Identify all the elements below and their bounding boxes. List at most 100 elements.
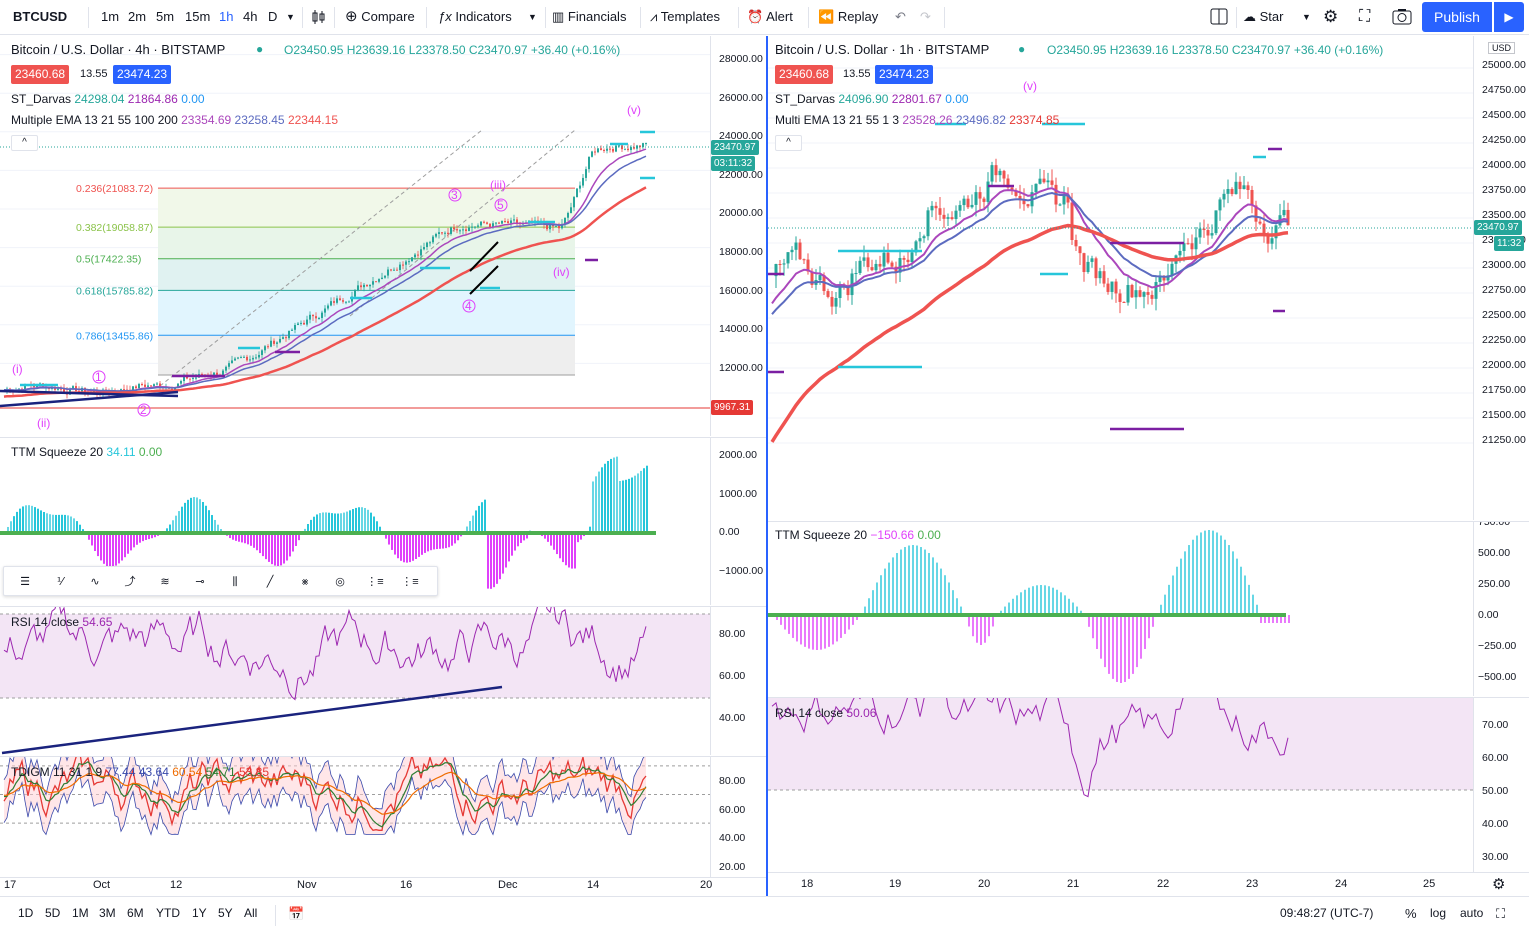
left-price-axis[interactable]: 28000.00 26000.00 24000.00 22000.00 20000.00… bbox=[710, 36, 766, 436]
candle-body bbox=[558, 225, 560, 229]
right-rsi-axis[interactable]: 70.00 60.00 50.00 40.00 30.00 bbox=[1473, 697, 1529, 872]
left-squeeze-pane[interactable]: TTM Squeeze 20 34.11 0.00 ☰ ⅟ ∿ ⤴ ≋ ⊸ ⫼ ╱ ⨳ ◎ ⋮≡ ⋮≡ bbox=[0, 437, 710, 605]
right-time-axis[interactable]: 18 19 20 21 22 23 24 25 ⚙ bbox=[768, 872, 1529, 896]
left-squeeze-legend[interactable]: TTM Squeeze 20 34.11 0.00 bbox=[11, 445, 162, 459]
bars-tool-icon[interactable]: ⫼ bbox=[232, 576, 238, 588]
undo-icon[interactable]: ↶ bbox=[895, 9, 906, 24]
gann-tool-icon[interactable]: ≋ bbox=[160, 576, 170, 588]
range-1M[interactable]: 1M bbox=[72, 906, 89, 920]
left-time-axis[interactable]: 17 Oct 12 Nov 16 Dec 14 20 bbox=[0, 877, 766, 895]
camera-icon[interactable] bbox=[1392, 0, 1412, 34]
fullscreen-icon[interactable]: ⛶ bbox=[1359, 8, 1371, 25]
squeeze-bar bbox=[349, 510, 351, 533]
settings-tool-icon[interactable]: ⋮≡ bbox=[366, 576, 384, 588]
squeeze-bar bbox=[421, 533, 423, 555]
right-squeeze-axis[interactable]: 750.00 500.00 250.00 0.00 −250.00 −500.00 bbox=[1473, 521, 1529, 696]
publish-button[interactable]: Publish bbox=[1422, 2, 1492, 32]
calendar-icon[interactable]: 📅 bbox=[288, 906, 305, 921]
screen-toggle-icon[interactable]: ⛶ bbox=[1496, 906, 1506, 921]
gear-icon[interactable]: ⚙ bbox=[1323, 7, 1339, 26]
templates-button[interactable]: ⩘ Templates bbox=[650, 0, 720, 34]
left-rsi-pane[interactable]: RSI 14 close 54.65 bbox=[0, 606, 710, 755]
gear-icon[interactable]: ⚙ bbox=[1492, 876, 1506, 893]
range-1Y[interactable]: 1Y bbox=[192, 906, 207, 920]
right-darvas-legend[interactable]: ST_Darvas 24096.90 22801.67 0.00 bbox=[775, 92, 969, 106]
chevron-down-icon[interactable]: ▼ bbox=[286, 12, 295, 22]
left-darvas-legend[interactable]: ST_Darvas 24298.04 21864.86 0.00 bbox=[11, 92, 205, 106]
range-3M[interactable]: 3M bbox=[99, 906, 116, 920]
xabcd-tool-icon[interactable]: ⨳ bbox=[301, 576, 309, 588]
squeeze-bar bbox=[1284, 615, 1286, 623]
interval-4h[interactable]: 4h bbox=[243, 9, 258, 24]
redo-icon[interactable]: ↷ bbox=[920, 9, 931, 24]
left-tdi-legend[interactable]: TDIGM 11 31 1 9 77.44 43.64 60.54 54.71 … bbox=[11, 765, 269, 779]
right-rsi-pane[interactable]: RSI 14 close 50.06 bbox=[768, 697, 1473, 872]
collapse-legend-button[interactable]: ^ bbox=[11, 135, 38, 151]
fib-tool-icon[interactable]: ⅟ bbox=[56, 576, 64, 588]
squeeze-bar bbox=[121, 533, 123, 561]
chart-divider[interactable] bbox=[766, 36, 768, 896]
left-ema-legend[interactable]: Multiple EMA 13 21 55 100 200 23354.69 2… bbox=[11, 113, 338, 127]
play-icon[interactable]: ▶ bbox=[1494, 2, 1524, 32]
chevron-down-icon[interactable]: ▼ bbox=[528, 12, 537, 22]
right-squeeze-legend[interactable]: TTM Squeeze 20 −150.66 0.00 bbox=[775, 528, 941, 542]
interval-5m[interactable]: 5m bbox=[156, 9, 175, 24]
right-ema-legend[interactable]: Multi EMA 13 21 55 1 3 23528.26 23496.82… bbox=[775, 113, 1059, 127]
compare-button[interactable]: ⊕ Compare bbox=[345, 0, 415, 34]
indicators-button[interactable]: ƒx Indicators bbox=[438, 0, 512, 34]
interval-1h[interactable]: 1h bbox=[219, 9, 234, 24]
left-bid-badge[interactable]: 23460.68 bbox=[11, 65, 70, 84]
chevron-down-icon[interactable]: ▼ bbox=[1302, 12, 1311, 22]
range-5Y[interactable]: 5Y bbox=[218, 906, 233, 920]
replay-button[interactable]: ⏪ Replay bbox=[818, 0, 878, 34]
auto-toggle[interactable]: auto bbox=[1460, 906, 1484, 920]
left-tdi-pane[interactable]: TDIGM 11 31 1 9 77.44 43.64 60.54 54.71 … bbox=[0, 756, 710, 877]
lines-tool-icon[interactable]: ☰ bbox=[20, 576, 30, 588]
symbol-search[interactable]: BTCUSD bbox=[13, 9, 68, 24]
range-6M[interactable]: 6M bbox=[127, 906, 144, 920]
financials-button[interactable]: ▥ Financials bbox=[552, 0, 626, 34]
left-rsi-axis[interactable]: 80.00 60.00 40.00 bbox=[710, 606, 766, 755]
left-tdi-axis[interactable]: 80.00 60.00 40.00 20.00 bbox=[710, 756, 766, 877]
left-main-pane[interactable]: 0.236(21083.72) 0.382(19058.87) 0.5(17422.… bbox=[0, 36, 710, 436]
range-All[interactable]: All bbox=[244, 906, 258, 920]
squeeze-bar bbox=[376, 521, 378, 533]
collapse-legend-button[interactable]: ^ bbox=[775, 135, 802, 151]
fib-zone bbox=[158, 335, 575, 375]
measure-tool-icon[interactable]: ⊸ bbox=[195, 576, 205, 588]
currency-label[interactable]: USD bbox=[1488, 42, 1516, 54]
range-1D[interactable]: 1D bbox=[18, 906, 34, 920]
left-ask-badge[interactable]: 23474.23 bbox=[113, 65, 172, 84]
right-price-axis[interactable]: USD 25000.00 24750.00 24500.00 24250.00 2400… bbox=[1473, 36, 1529, 520]
interval-1m[interactable]: 1m bbox=[101, 9, 120, 24]
layout-icon[interactable] bbox=[1210, 0, 1228, 34]
right-squeeze-pane[interactable]: TTM Squeeze 20 −150.66 0.00 bbox=[768, 521, 1473, 696]
interval-D[interactable]: D bbox=[268, 9, 278, 24]
squeeze-bar bbox=[28, 505, 30, 533]
cycle-tool-icon[interactable]: ◎ bbox=[335, 576, 345, 588]
left-squeeze-axis[interactable]: 2000.00 1000.00 0.00 −1000.00 bbox=[710, 437, 766, 605]
right-rsi-legend[interactable]: RSI 14 close 50.06 bbox=[775, 706, 876, 720]
clock-readout[interactable]: 09:48:27 (UTC-7) bbox=[1280, 906, 1374, 920]
squeeze-bar bbox=[625, 479, 627, 533]
range-YTD[interactable]: YTD bbox=[156, 906, 180, 920]
interval-15m[interactable]: 15m bbox=[185, 9, 211, 24]
pattern-tool-icon[interactable]: ∿ bbox=[90, 576, 100, 588]
alert-button[interactable]: ⏰ Alert bbox=[747, 0, 793, 34]
candles-icon[interactable] bbox=[311, 0, 327, 34]
squeeze-bar bbox=[547, 533, 549, 542]
line-tool-icon[interactable]: ╱ bbox=[266, 576, 274, 588]
right-main-pane[interactable]: Bitcoin / U.S. Dollar · 1h · BITSTAMP ● … bbox=[768, 36, 1473, 520]
right-ask-badge[interactable]: 23474.23 bbox=[875, 65, 934, 84]
log-toggle[interactable]: log bbox=[1430, 906, 1447, 920]
candle-body bbox=[902, 258, 906, 260]
right-bid-badge[interactable]: 23460.68 bbox=[775, 65, 834, 84]
left-rsi-legend[interactable]: RSI 14 close 54.65 bbox=[11, 615, 112, 629]
brush-tool-icon[interactable]: ⤴ bbox=[124, 576, 136, 588]
interval-2m[interactable]: 2m bbox=[128, 9, 147, 24]
range-5D[interactable]: 5D bbox=[45, 906, 61, 920]
squeeze-bar bbox=[418, 533, 420, 557]
star-button[interactable]: ☁ Star bbox=[1243, 0, 1283, 34]
percent-toggle[interactable]: % bbox=[1405, 906, 1417, 921]
list-tool-icon[interactable]: ⋮≡ bbox=[401, 576, 419, 588]
